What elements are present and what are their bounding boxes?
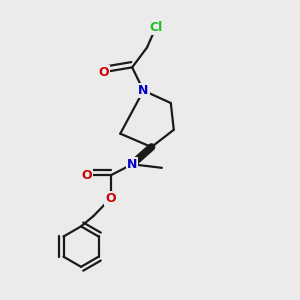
Text: O: O (106, 192, 116, 205)
Text: Cl: Cl (149, 21, 163, 34)
Text: N: N (138, 84, 148, 97)
Text: O: O (99, 66, 109, 79)
Text: O: O (82, 169, 92, 182)
Text: N: N (127, 158, 137, 171)
